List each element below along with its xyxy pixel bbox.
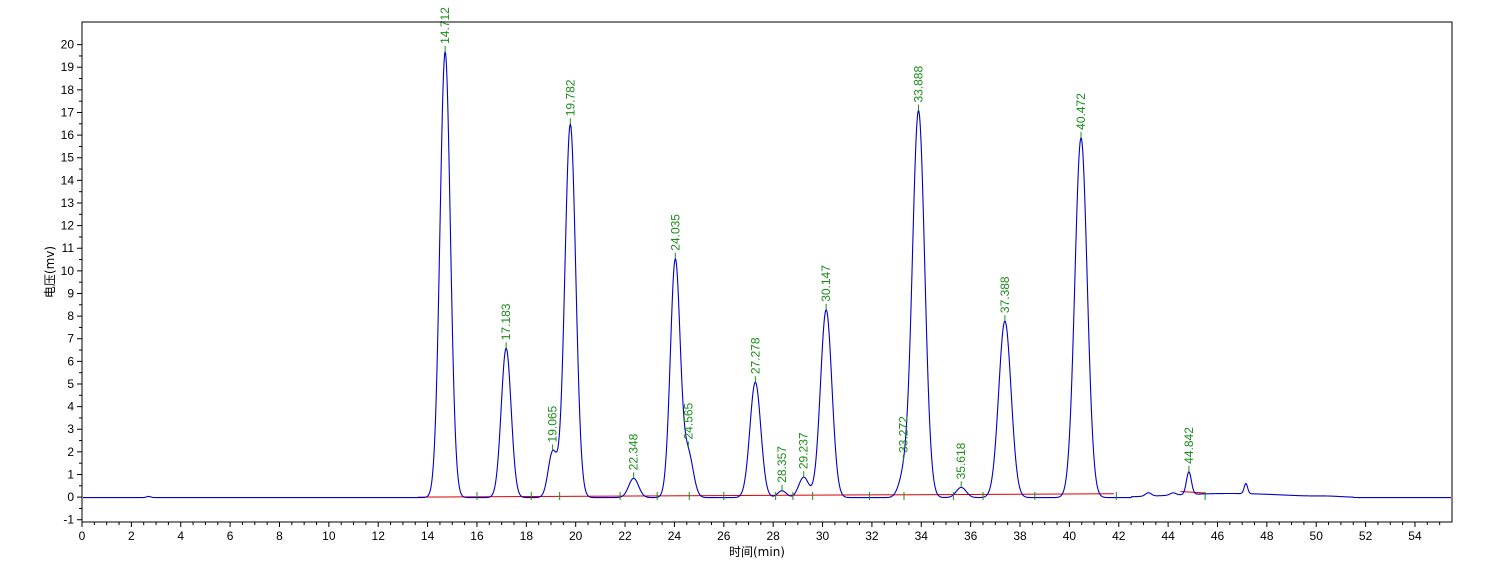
peak-label: 14.712: [438, 7, 452, 44]
y-tick-label: 20: [61, 38, 75, 52]
y-tick-label: 19: [61, 60, 75, 74]
x-tick-label: 22: [618, 529, 632, 543]
x-tick-label: 18: [520, 529, 534, 543]
y-tick-label: 18: [61, 83, 75, 97]
peak-labels: 14.712 17.183 19.065 19.782 22.348 24.035 24.5…: [438, 7, 1196, 491]
x-tick-label: 30: [816, 529, 830, 543]
x-tick-label: 20: [569, 529, 583, 543]
peak-label: 33.272: [896, 416, 910, 453]
x-tick-label: 48: [1260, 529, 1274, 543]
y-tick-label: 11: [62, 241, 75, 255]
y-tick-label: 4: [67, 400, 74, 414]
x-tick-label: 44: [1161, 529, 1175, 543]
plot-frame: [81, 21, 1453, 523]
x-tick-label: 24: [668, 529, 682, 543]
x-tick-label: 2: [128, 529, 135, 543]
x-tick-label: 50: [1310, 529, 1324, 543]
y-axis-title: 电压(mv): [43, 246, 57, 298]
peak-label: 19.065: [546, 405, 560, 442]
x-tick-label: 38: [1013, 529, 1027, 543]
signal-trace: [83, 50, 1451, 499]
y-tick-label: 6: [67, 354, 74, 368]
x-tick-label: 32: [865, 529, 879, 543]
y-tick-label: 7: [67, 332, 74, 346]
x-tick-label: 54: [1408, 529, 1422, 543]
baseline-segment: [417, 493, 1114, 498]
y-tick-label: 14: [61, 173, 75, 187]
y-tick-label: -1: [63, 513, 74, 527]
y-tick-label: 0: [67, 490, 74, 504]
baseline-layer: [417, 490, 1206, 498]
x-tick-label: 4: [177, 529, 184, 543]
x-tick-label: 0: [79, 529, 86, 543]
peak-label: 28.357: [775, 446, 789, 483]
y-tick-label: 17: [61, 105, 75, 119]
x-axis-title: 时间(min): [729, 545, 785, 559]
x-tick-label: 46: [1211, 529, 1225, 543]
y-tick-label: 9: [67, 286, 74, 300]
y-tick-label: 13: [61, 196, 75, 210]
peak-label: 30.147: [819, 265, 833, 302]
peak-label: 19.782: [563, 79, 577, 116]
x-tick-label: 42: [1112, 529, 1126, 543]
x-tick-label: 14: [421, 529, 435, 543]
y-tick-label: 10: [61, 264, 75, 278]
x-tick-label: 12: [372, 529, 386, 543]
x-tick-label: 8: [276, 529, 283, 543]
x-tick-label: 16: [470, 529, 484, 543]
peak-label: 24.565: [681, 402, 695, 439]
x-axis-ticks: 0 2 4 6 8 10 12 14 16 18 20 22 24 26 28 30 32 34 36 38 40 42 4…: [79, 522, 1441, 543]
x-tick-label: 26: [717, 529, 731, 543]
x-tick-label: 40: [1063, 529, 1077, 543]
signal-layer: [83, 50, 1451, 499]
peak-label: 17.183: [499, 303, 513, 340]
y-tick-label: 8: [67, 309, 74, 323]
y-tick-label: 15: [61, 151, 75, 165]
x-tick-label: 28: [766, 529, 780, 543]
peak-label: 44.842: [1182, 427, 1196, 464]
y-tick-label: 2: [67, 445, 74, 459]
x-tick-label: 6: [227, 529, 234, 543]
x-tick-label: 52: [1359, 529, 1373, 543]
peak-label: 24.035: [668, 214, 682, 251]
x-tick-label: 34: [915, 529, 929, 543]
peak-markers: [476, 491, 1206, 500]
peak-label: 29.237: [797, 432, 811, 469]
peak-label: 40.472: [1074, 93, 1088, 130]
y-tick-label: 16: [61, 128, 75, 142]
y-tick-label: 5: [67, 377, 74, 391]
x-tick-label: 10: [322, 529, 336, 543]
x-tick-label: 36: [964, 529, 978, 543]
y-tick-label: 3: [67, 422, 74, 436]
y-tick-label: 1: [67, 467, 74, 481]
baseline-segment: [1180, 490, 1206, 494]
peak-label: 33.888: [912, 66, 926, 103]
peak-label: 37.388: [998, 276, 1012, 313]
peak-label: 22.348: [627, 433, 641, 470]
y-tick-label: 12: [61, 219, 75, 233]
peak-label: 27.278: [748, 337, 762, 374]
peak-label: 35.618: [954, 442, 968, 479]
